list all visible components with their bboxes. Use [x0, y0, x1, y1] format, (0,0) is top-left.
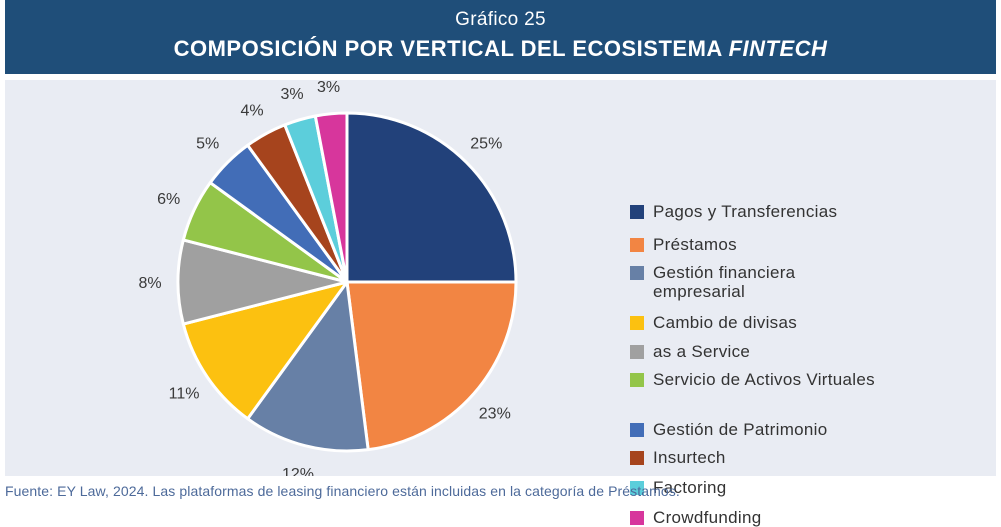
- legend-label: as a Service: [653, 342, 751, 361]
- legend-swatch: [630, 266, 644, 280]
- legend-item: Insurtech: [630, 448, 890, 467]
- legend-item: Pagos y Transferencias: [630, 202, 890, 221]
- legend-label: Crowdfunding: [653, 508, 762, 527]
- legend-swatch: [630, 373, 644, 387]
- chart-number-label: Gráfico 25: [455, 9, 546, 30]
- legend-swatch: [630, 481, 644, 495]
- slice-percent-label: 3%: [317, 80, 340, 96]
- legend-label: Préstamos: [653, 235, 737, 254]
- legend-item: Crowdfunding: [630, 508, 890, 527]
- chart-title-italic: FINTECH: [728, 36, 828, 61]
- slice-percent-label: 11%: [169, 386, 200, 403]
- pie-slice: [345, 111, 518, 284]
- legend-swatch: [630, 423, 644, 437]
- legend-swatch: [630, 316, 644, 330]
- legend-swatch: [630, 205, 644, 219]
- chart-header: Gráfico 25 COMPOSICIÓN POR VERTICAL DEL …: [5, 0, 996, 74]
- pie-slice: [345, 280, 518, 452]
- legend-label: Factoring: [653, 478, 727, 497]
- slice-percent-label: 25%: [470, 136, 502, 153]
- plot-area: 25% 23% 12% 11% 8% 6% 5% 4% 3% 3% Pagos y Transfe…: [5, 80, 996, 527]
- legend-item: Factoring: [630, 478, 890, 497]
- slice-percent-label: 5%: [196, 136, 219, 153]
- slice-percent-label: 4%: [241, 102, 264, 119]
- legend-label: Gestión de Patrimonio: [653, 420, 828, 439]
- pie-chart: 25% 23% 12% 11% 8% 6% 5% 4% 3% 3%: [138, 80, 518, 476]
- legend-item: Gestión de Patrimonio: [630, 420, 890, 439]
- legend-swatch: [630, 451, 644, 465]
- pie-slice: [246, 280, 370, 453]
- source-note: Fuente: EY Law, 2024. Las plataformas de…: [5, 483, 680, 499]
- slice-percent-label: 23%: [479, 405, 511, 422]
- legend-item: Gestión financiera empresarial: [630, 263, 890, 301]
- legend-label: Pagos y Transferencias: [653, 202, 838, 221]
- legend-item: Servicio de Activos Virtuales: [630, 370, 890, 389]
- legend-swatch: [630, 345, 644, 359]
- chart-title-main: COMPOSICIÓN POR VERTICAL DEL ECOSISTEMA: [173, 36, 729, 61]
- slice-percent-label: 8%: [138, 275, 161, 292]
- legend-swatch: [630, 238, 644, 252]
- legend-swatch: [630, 511, 644, 525]
- legend-label: Cambio de divisas: [653, 313, 797, 332]
- legend-item: Préstamos: [630, 235, 890, 254]
- legend-label: Insurtech: [653, 448, 726, 467]
- pie-slice: [181, 280, 349, 421]
- slice-percent-label: 3%: [280, 86, 303, 103]
- slice-percent-label: 6%: [157, 191, 180, 208]
- slice-percent-label: 12%: [282, 466, 314, 476]
- legend-item: Cambio de divisas: [630, 313, 890, 332]
- legend-item: as a Service: [630, 342, 890, 361]
- legend-label: Servicio de Activos Virtuales: [653, 370, 875, 389]
- pie-slice: [313, 111, 349, 284]
- legend-label: Gestión financiera empresarial: [653, 263, 796, 301]
- chart-title: COMPOSICIÓN POR VERTICAL DEL ECOSISTEMA …: [5, 36, 996, 62]
